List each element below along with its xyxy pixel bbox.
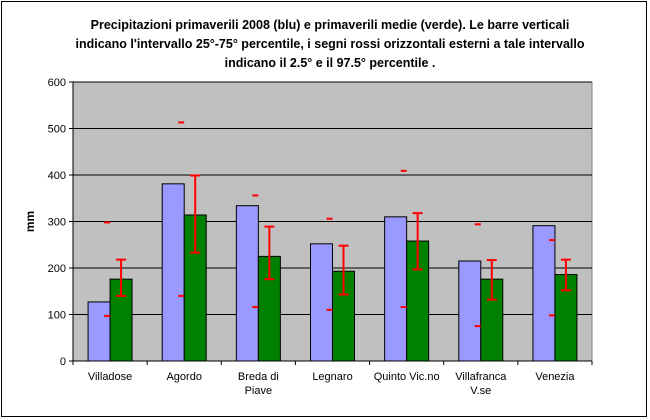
y-tick-label: 0 <box>60 356 66 368</box>
bar-2008 <box>87 301 111 362</box>
bar-2008 <box>458 260 482 362</box>
title-line: indicano l'intervallo 25°-75° percentile… <box>75 37 585 51</box>
bar-2008 <box>310 243 333 362</box>
x-tick-label: Venezia <box>535 371 575 383</box>
y-tick-label: 300 <box>48 217 66 229</box>
bar-2008 <box>384 216 408 362</box>
title-line: indicano il 2.5° e il 97.5° percentile . <box>224 56 436 70</box>
x-tick-label: Quinto Vic.no <box>374 371 440 383</box>
x-tick-label: Villafranca <box>455 371 507 383</box>
y-tick-label: 600 <box>48 77 66 89</box>
title-line: Precipitazioni primaverili 2008 (blu) e … <box>90 18 570 32</box>
x-tick-label: Villadose <box>88 371 132 383</box>
bar-2008 <box>161 183 185 362</box>
x-tick-label: Legnaro <box>312 371 352 383</box>
x-tick-label: Piave <box>245 385 273 397</box>
y-tick-label: 500 <box>48 124 66 136</box>
bar-2008 <box>235 205 259 362</box>
y-tick-label: 100 <box>48 310 66 322</box>
x-tick-label: Breda di <box>238 371 279 383</box>
x-tick-label: V.se <box>470 385 491 397</box>
chart-title: Precipitazioni primaverili 2008 (blu) e … <box>40 16 620 73</box>
bar-2008 <box>532 225 556 362</box>
x-tick-label: Agordo <box>166 371 201 383</box>
y-tick-label: 400 <box>48 170 66 182</box>
y-tick-label: 200 <box>48 263 66 275</box>
y-axis-title: mm <box>23 211 37 232</box>
